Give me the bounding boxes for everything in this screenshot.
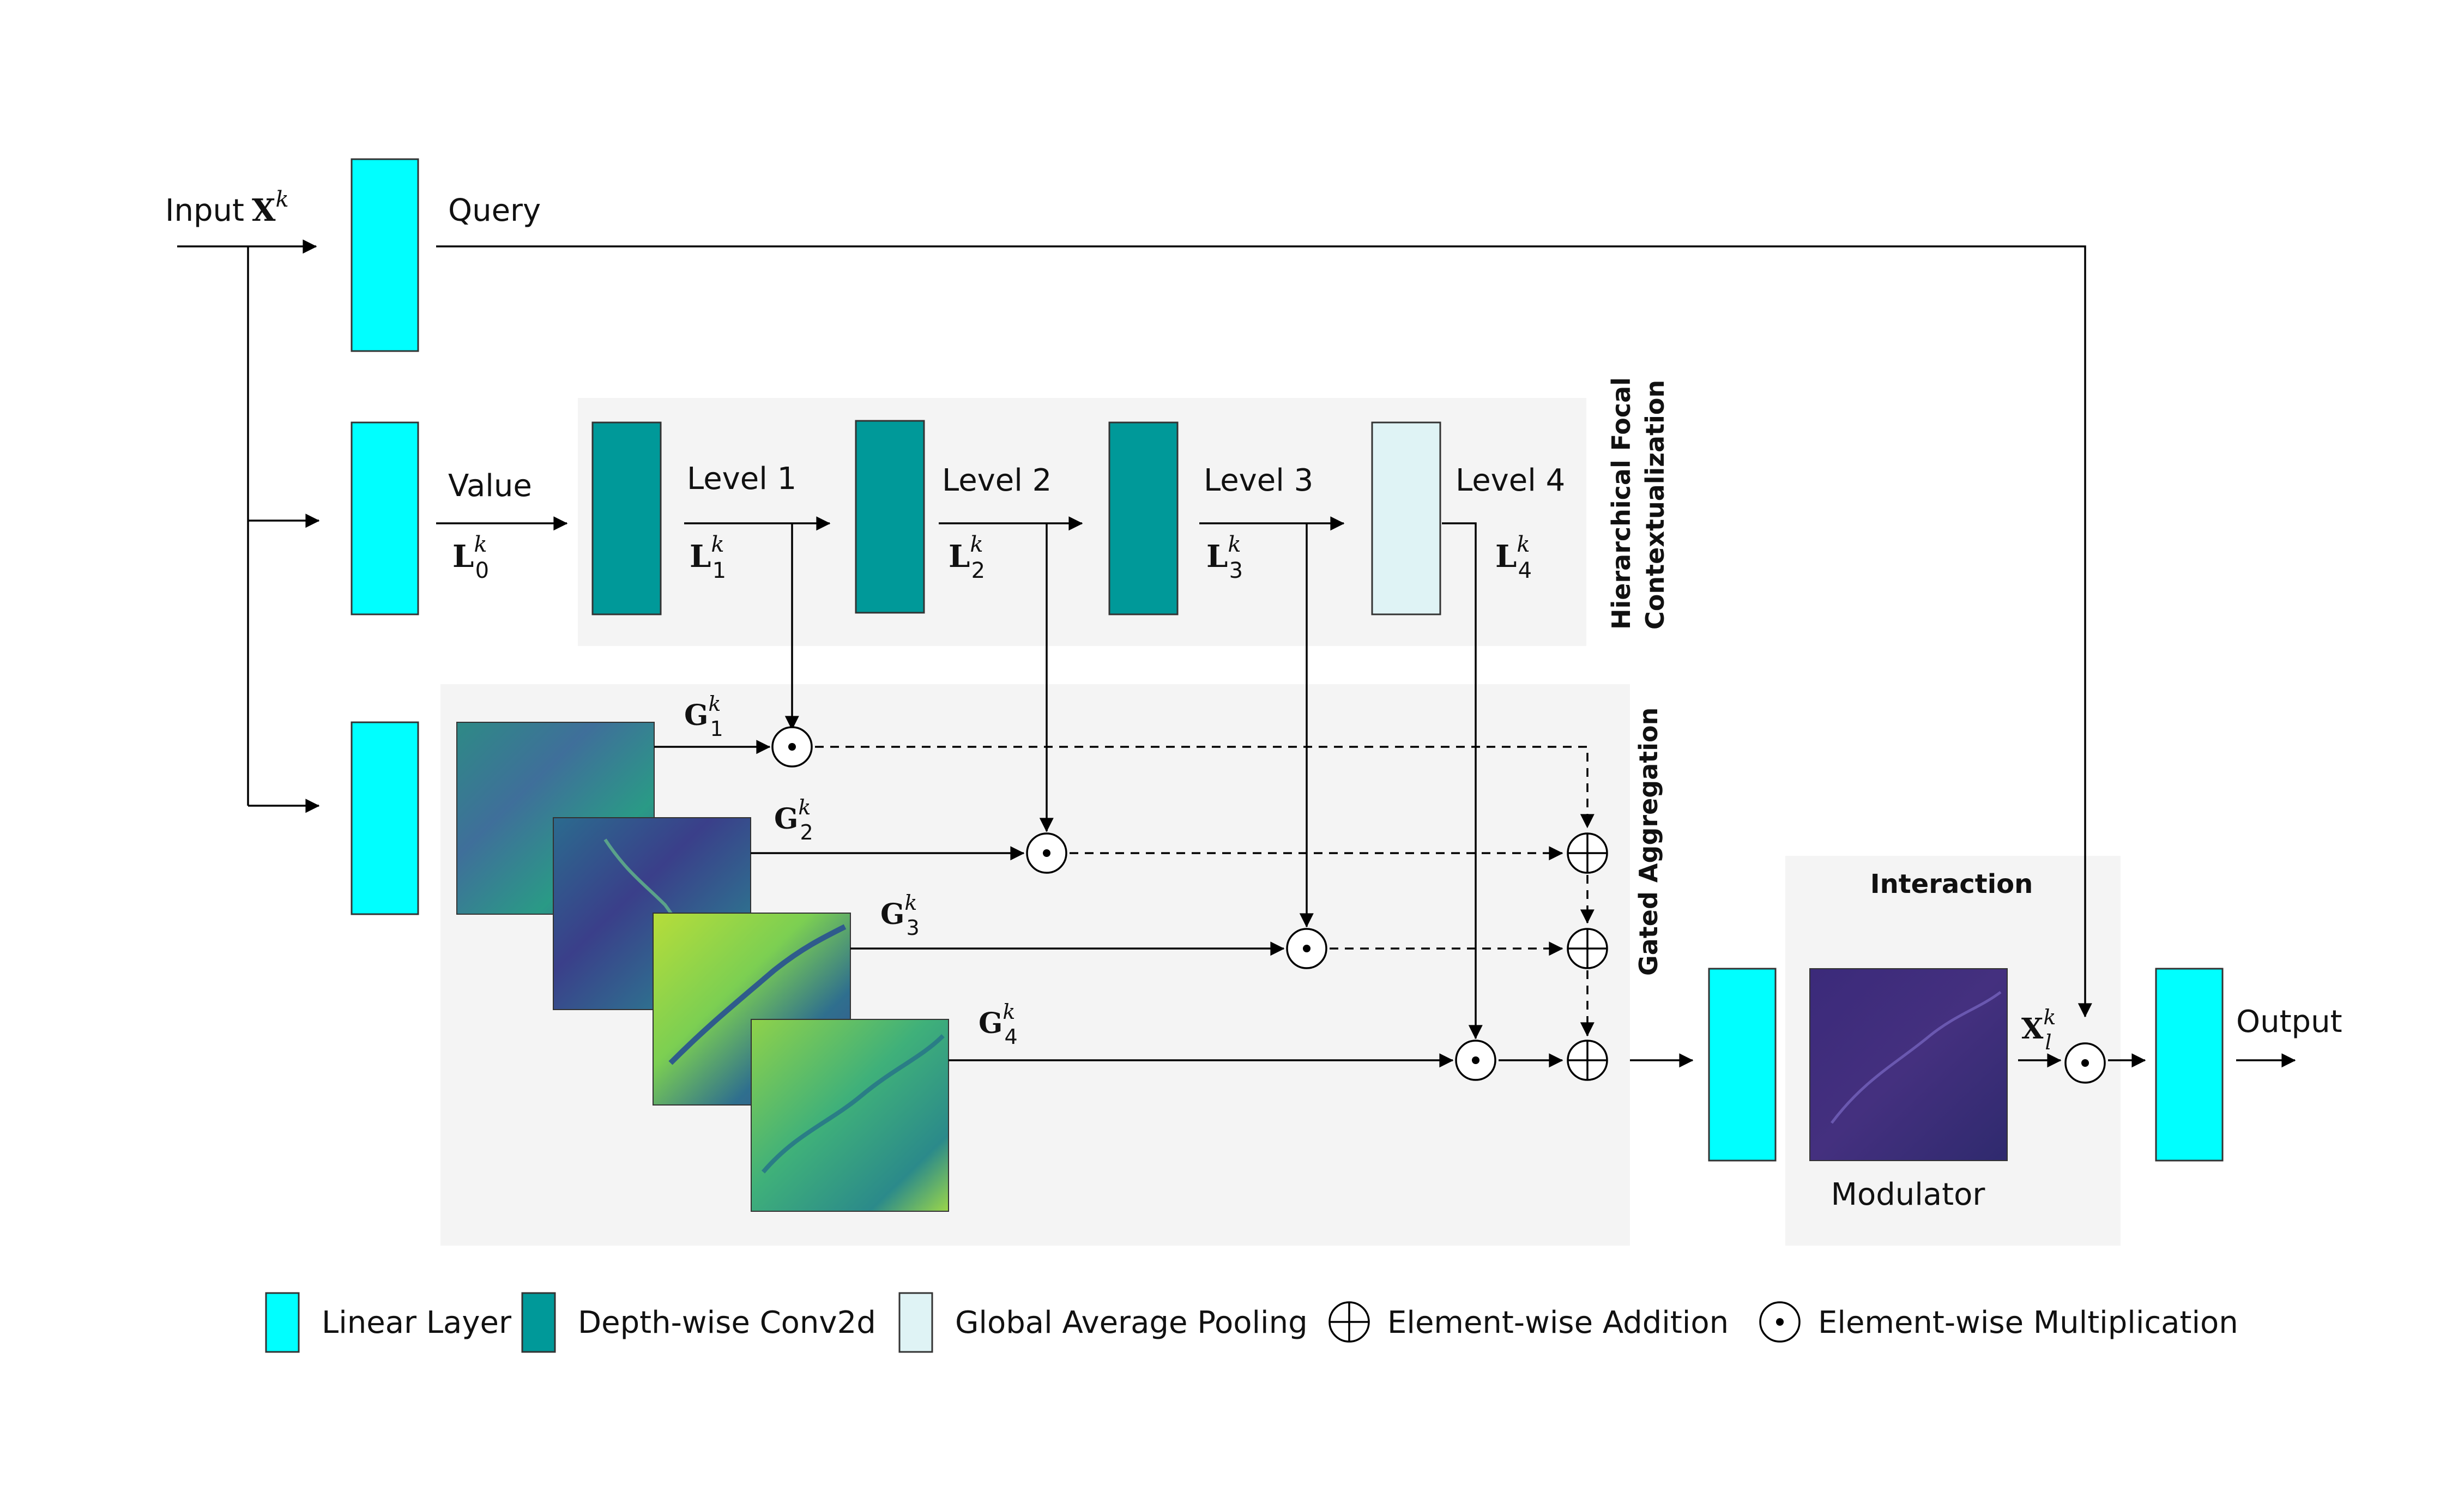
legend-conv-label: Depth-wise Conv2d xyxy=(578,1305,876,1340)
aggregation-linear-layer xyxy=(1708,968,1777,1162)
level-3-label: Level 3 xyxy=(1204,463,1313,498)
level-4-label: Level 4 xyxy=(1456,463,1565,498)
add-node-3 xyxy=(1567,1040,1608,1081)
symbol-G3: Gk 3 xyxy=(880,891,920,940)
multiply-node-3 xyxy=(1286,928,1327,969)
modulator-map xyxy=(1809,968,2008,1161)
symbol-G2: Gk 2 xyxy=(774,795,813,844)
value-label: Value xyxy=(448,468,532,504)
multiply-node-4 xyxy=(1455,1040,1496,1081)
symbol-L4: Lk 4 xyxy=(1495,532,1532,583)
query-linear-layer xyxy=(351,158,419,352)
input-label: Input Xk xyxy=(165,187,289,228)
gated-aggregation-title: Gated Aggregation xyxy=(1634,708,1663,976)
symbol-L0: Lk 0 xyxy=(452,532,489,583)
gap-level-4 xyxy=(1371,421,1441,615)
symbol-L3: Lk 3 xyxy=(1206,532,1243,583)
modulator-label: Modulator xyxy=(1831,1177,1986,1212)
conv-level-3 xyxy=(1108,421,1179,615)
interaction-title: Interaction xyxy=(1870,869,2033,899)
multiply-node-2 xyxy=(1026,832,1067,874)
symbol-L1: Lk 1 xyxy=(690,532,726,583)
hfc-title-line1: Hierarchical Focal xyxy=(1607,377,1636,630)
hfc-title-line2: Contextualization xyxy=(1640,380,1670,630)
symbol-G1: Gk 1 xyxy=(684,692,723,741)
legend-mul-label: Element-wise Multiplication xyxy=(1818,1305,2238,1340)
add-node-1 xyxy=(1567,832,1608,874)
legend-linear-swatch xyxy=(265,1292,300,1353)
legend-gap-swatch xyxy=(898,1292,933,1353)
conv-level-1 xyxy=(591,421,662,615)
multiply-node-1 xyxy=(771,726,813,768)
symbol-G4: Gk 4 xyxy=(979,1000,1018,1049)
output-label: Output xyxy=(2236,1004,2342,1040)
legend-add-label: Element-wise Addition xyxy=(1387,1305,1729,1340)
output-linear-layer xyxy=(2155,968,2224,1162)
legend-add-icon xyxy=(1328,1301,1370,1343)
m1-dashed-path xyxy=(815,746,1595,829)
symbol-Xl: Xk l xyxy=(2021,1005,2056,1054)
legend-gap-label: Global Average Pooling xyxy=(955,1305,1308,1340)
L4-drop xyxy=(1442,522,1483,1040)
value-linear-layer xyxy=(351,421,419,615)
gate-map-4 xyxy=(751,1019,949,1212)
legend-conv-swatch xyxy=(521,1292,556,1353)
add-node-2 xyxy=(1567,928,1608,969)
level-1-label: Level 1 xyxy=(687,461,796,497)
gate-linear-layer xyxy=(351,721,419,915)
level-2-label: Level 2 xyxy=(942,463,1052,498)
legend-linear-label: Linear Layer xyxy=(322,1305,512,1340)
conv-level-2 xyxy=(855,420,925,614)
legend: Linear Layer Depth-wise Conv2d Global Av… xyxy=(265,1292,2238,1353)
final-multiply-node xyxy=(2064,1042,2106,1084)
query-line xyxy=(436,245,2092,1018)
symbol-L2: Lk 2 xyxy=(949,532,985,583)
query-label: Query xyxy=(448,193,541,228)
legend-mul-icon xyxy=(1759,1301,1801,1343)
